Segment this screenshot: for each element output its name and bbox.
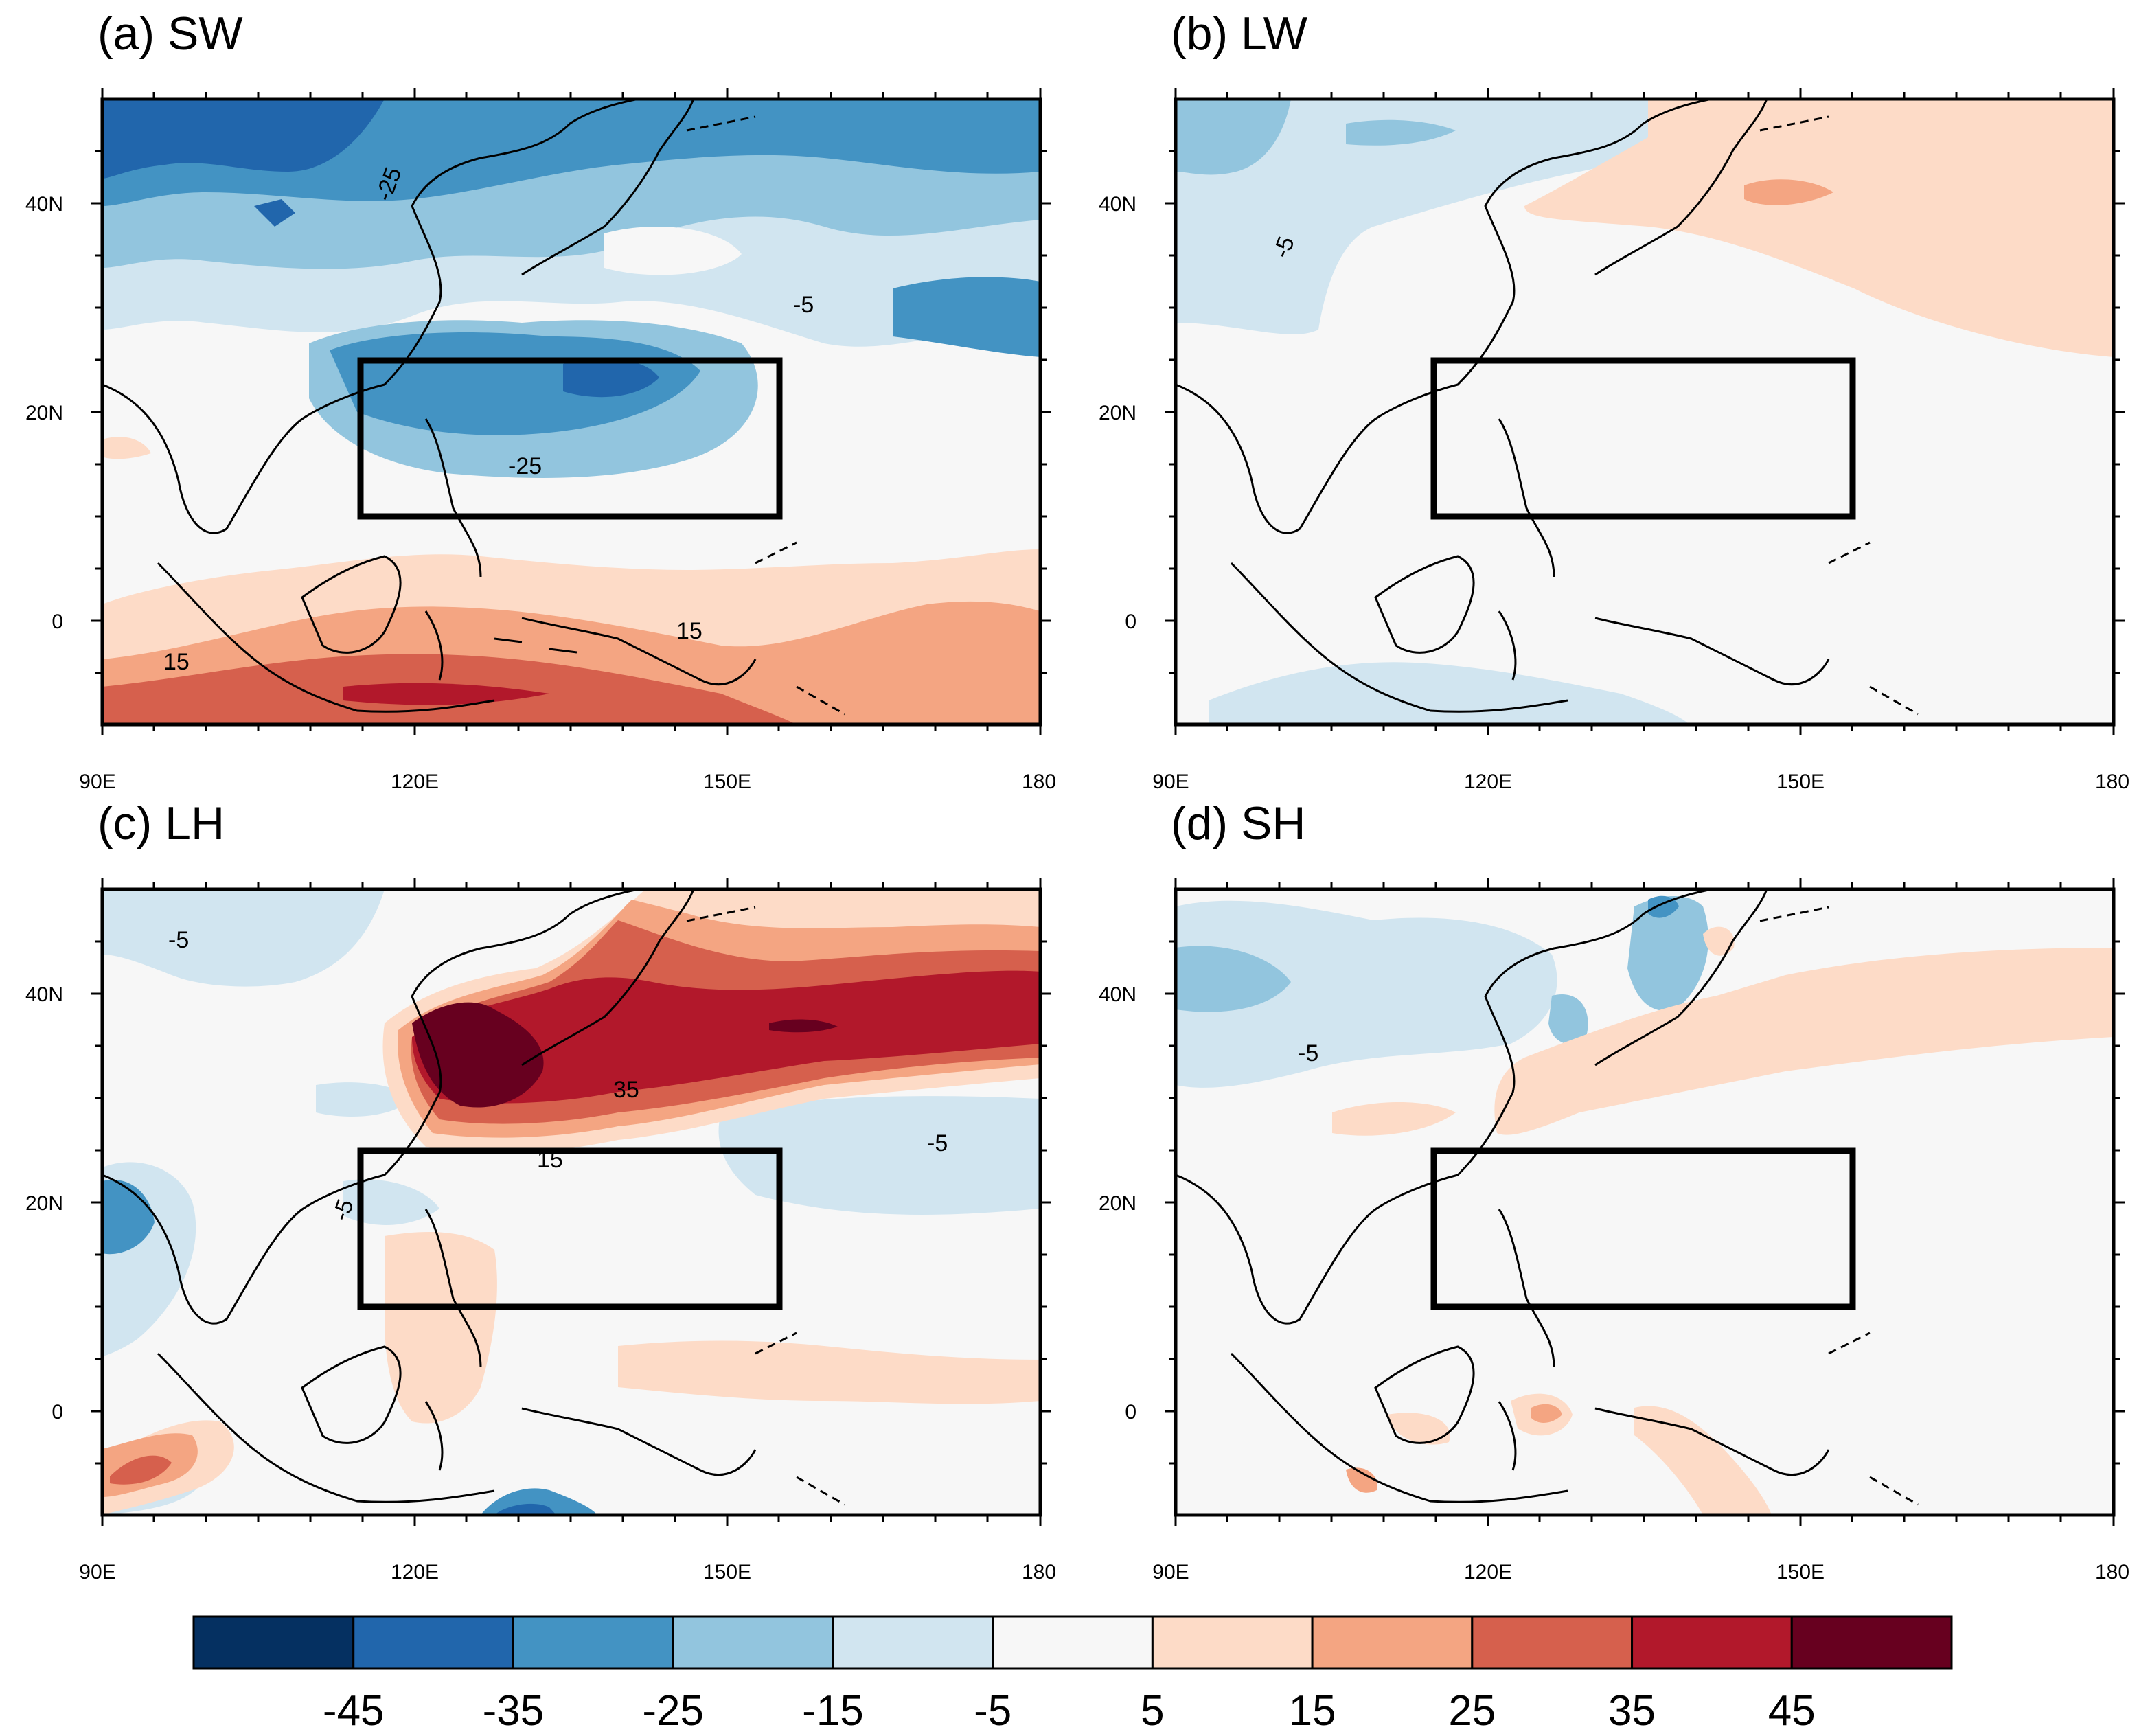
sh-contour-label: -5: [1298, 1040, 1318, 1066]
lon-tick-label: 180: [2095, 1561, 2129, 1584]
panel-title-lw: (b) LW: [1171, 8, 1307, 60]
lh-contour-label: -5: [168, 927, 189, 953]
colorbar-label: 25: [1448, 1687, 1496, 1735]
colorbar-swatch: [512, 1615, 674, 1670]
colorbar-label: 15: [1289, 1687, 1336, 1735]
panel-title-sw: (a) SW: [98, 8, 243, 60]
lat-tick-label: 20N: [25, 402, 63, 424]
panel-sh: (d) SH: [1099, 797, 2129, 1584]
colorbar-swatch: [1471, 1615, 1634, 1670]
lon-tick-label: 150E: [1776, 770, 1825, 793]
lat-tick-label: 20N: [1099, 1192, 1136, 1215]
lw-shading: [1176, 99, 2114, 724]
sh-axes: 90E 120E 150E 180 40N 20N 0: [1099, 878, 2129, 1584]
panel-title-sh: (d) SH: [1171, 797, 1305, 849]
lat-tick-label: 0: [52, 610, 63, 633]
lon-tick-label: 90E: [1152, 1561, 1189, 1584]
lon-tick-label: 150E: [703, 770, 751, 793]
lat-tick-label: 40N: [1099, 193, 1136, 216]
colorbar-swatch: [992, 1615, 1154, 1670]
lh-shading: [102, 889, 1040, 1515]
sw-contour-label: -5: [793, 292, 814, 318]
sw-contour-label: -25: [508, 453, 542, 479]
colorbar-swatch: [1311, 1615, 1474, 1670]
lon-tick-label: 150E: [703, 1561, 751, 1584]
lon-tick-label: 120E: [391, 770, 439, 793]
colorbar-swatch: [1631, 1615, 1793, 1670]
colorbar: -45 -35 -25 -15 -5 5 15 25 35 45: [192, 1615, 1953, 1735]
lon-tick-label: 120E: [1464, 770, 1512, 793]
colorbar-label: 45: [1768, 1687, 1816, 1735]
lat-tick-label: 0: [1125, 610, 1136, 633]
lon-tick-label: 180: [1022, 770, 1056, 793]
lh-contour-label: -5: [927, 1130, 948, 1156]
colorbar-label: 5: [1141, 1687, 1164, 1735]
lh-axes: 90E 120E 150E 180 40N 20N 0: [25, 878, 1056, 1584]
lh-contour-label: 15: [537, 1147, 563, 1173]
colorbar-swatch: [1790, 1615, 1953, 1670]
colorbar-swatch: [672, 1615, 834, 1670]
lat-tick-label: 40N: [1099, 983, 1136, 1006]
lat-tick-label: 20N: [25, 1192, 63, 1215]
colorbar-swatch: [192, 1615, 355, 1670]
sh-region-box: [1430, 1147, 1856, 1310]
colorbar-swatch: [352, 1615, 514, 1670]
lon-tick-label: 90E: [79, 770, 115, 793]
sw-axes: 90E 120E 150E 180 40N 20N 0: [25, 88, 1056, 793]
lon-tick-label: 120E: [391, 1561, 439, 1584]
lw-region-box: [1430, 357, 1856, 520]
colorbar-label: 35: [1608, 1687, 1656, 1735]
sw-region-box: [357, 357, 783, 520]
sw-contour-label: 15: [676, 618, 702, 644]
lh-contour-label: 35: [613, 1077, 639, 1103]
lat-tick-label: 0: [52, 1401, 63, 1424]
colorbar-label: -5: [974, 1687, 1011, 1735]
colorbar-label: -45: [323, 1687, 385, 1735]
colorbar-label: -15: [802, 1687, 864, 1735]
panel-lh: (c) LH: [25, 797, 1056, 1584]
lat-tick-label: 40N: [25, 983, 63, 1006]
colorbar-swatch: [832, 1615, 994, 1670]
lon-tick-label: 180: [1022, 1561, 1056, 1584]
lon-tick-label: 150E: [1776, 1561, 1825, 1584]
lon-tick-label: 120E: [1464, 1561, 1512, 1584]
lat-tick-label: 20N: [1099, 402, 1136, 424]
panel-lw: (b) LW -5 90E 120E 150E 180: [1099, 8, 2129, 793]
colorbar-label: -25: [642, 1687, 704, 1735]
lh-region-box: [357, 1147, 783, 1310]
lw-axes: 90E 120E 150E 180 40N 20N 0: [1099, 88, 2129, 793]
lat-tick-label: 0: [1125, 1401, 1136, 1424]
colorbar-swatch: [1151, 1615, 1314, 1670]
lon-tick-label: 90E: [1152, 770, 1189, 793]
sh-shading: [1176, 889, 2114, 1515]
panel-title-lh: (c) LH: [98, 797, 225, 849]
lon-tick-label: 180: [2095, 770, 2129, 793]
colorbar-label: -35: [483, 1687, 545, 1735]
lon-tick-label: 90E: [79, 1561, 115, 1584]
panel-sw: (a) SW: [25, 8, 1056, 793]
sw-shading: [102, 99, 1040, 724]
sw-contour-label: 15: [163, 649, 190, 675]
lat-tick-label: 40N: [25, 193, 63, 216]
